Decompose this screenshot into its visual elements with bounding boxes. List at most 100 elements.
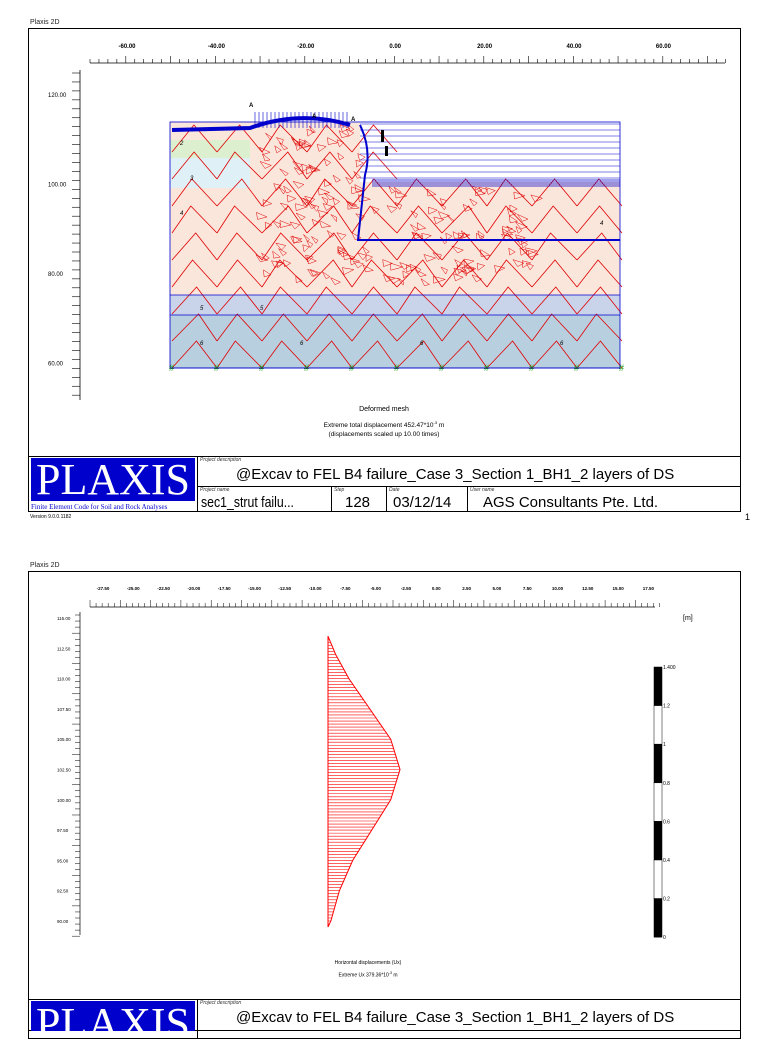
mesh-element — [324, 192, 335, 201]
caption-exponent: -3 — [388, 971, 392, 975]
fixity-icon: # — [394, 363, 399, 373]
mesh-element — [508, 215, 519, 224]
mesh-element — [409, 263, 418, 272]
legend-tick-label: 0.4 — [663, 858, 670, 864]
mesh-element — [357, 153, 366, 161]
mesh-element — [576, 286, 623, 315]
y-ruler: 120.00 100.00 80.00 60.00 — [48, 70, 81, 400]
legend-tick-label: 1 — [663, 742, 666, 748]
user-name: AGS Consultants Pte. Ltd. — [483, 494, 659, 511]
strut — [381, 130, 384, 142]
mesh-element — [276, 260, 284, 269]
cluster-label: 6 — [200, 341, 204, 347]
mesh-element — [362, 246, 370, 254]
mesh-element — [396, 178, 443, 207]
mesh-element — [396, 286, 443, 315]
mesh-element — [278, 248, 288, 256]
mesh-element — [396, 340, 443, 369]
mesh-element — [453, 267, 464, 276]
mesh-element — [345, 128, 355, 137]
mesh-element — [426, 188, 437, 197]
mesh-element — [256, 211, 268, 220]
version-label: Version 9.0.0.1182 — [30, 514, 72, 520]
mesh-element — [351, 259, 398, 288]
mesh-element — [259, 160, 272, 169]
legend-segment — [653, 859, 663, 899]
mesh-element — [486, 313, 533, 342]
mesh-element — [322, 271, 331, 280]
label: Project name — [200, 487, 230, 493]
mesh-element — [295, 203, 309, 212]
y-tick-label: 100.00 — [48, 183, 67, 189]
caption-text: Extreme total displacement 452.47*10 — [323, 422, 434, 430]
mesh-element — [337, 248, 349, 257]
legend-segment — [653, 782, 663, 822]
mesh-element — [352, 260, 365, 269]
mesh-element — [576, 178, 623, 207]
mesh-element — [508, 247, 516, 256]
mesh-element — [423, 254, 437, 262]
label: Step — [334, 487, 345, 493]
mesh-element — [216, 286, 263, 315]
mesh-element — [321, 196, 329, 205]
mesh-element — [290, 236, 303, 244]
mesh-element — [171, 124, 218, 153]
mesh-element — [349, 257, 361, 266]
mesh-element — [332, 174, 342, 183]
mesh-element — [476, 263, 486, 271]
mesh-element — [292, 235, 303, 244]
mesh-element — [396, 205, 443, 234]
mesh-element — [171, 313, 218, 342]
mesh-element — [290, 137, 299, 145]
mesh-element — [275, 137, 284, 146]
y-tick-label: 97.50 — [57, 828, 69, 833]
mesh-element — [306, 286, 353, 315]
fixity-icon: # — [619, 363, 624, 373]
mesh-element — [513, 191, 526, 200]
mesh-element — [279, 168, 289, 177]
mesh-element — [393, 186, 402, 195]
mesh-element — [216, 205, 263, 234]
horizontal-displacement-plot: -27.50 -25.00 -22.50 -20.00 -17.50 -15.00 -12.… — [57, 586, 676, 941]
mesh-element — [309, 125, 316, 134]
caption-title-2: Horizontal displacements (Ux) — [334, 960, 402, 966]
mesh-element — [171, 259, 218, 288]
mesh-element — [463, 258, 475, 267]
legend-tick-label: 0.8 — [663, 781, 670, 787]
mesh-element — [502, 228, 514, 237]
legend-tick-label: 1.400 — [663, 665, 676, 671]
mesh-element — [456, 264, 467, 273]
mesh-element — [486, 205, 533, 234]
mesh-element — [397, 277, 404, 286]
retaining-wall — [356, 124, 620, 241]
x-tick-label: -27.50 — [97, 586, 110, 591]
mesh-element — [306, 178, 353, 207]
mesh-element — [261, 286, 308, 315]
mesh-element — [441, 340, 488, 369]
y-tick-label: 105.00 — [57, 737, 71, 742]
mesh-element — [261, 205, 308, 234]
mesh-element — [261, 178, 308, 207]
mesh-element — [351, 151, 398, 180]
mesh-element — [332, 197, 341, 206]
marker-label: A — [249, 103, 254, 109]
mesh-element — [420, 277, 431, 286]
page-number: 1 — [745, 512, 751, 522]
mesh-element — [461, 266, 475, 275]
mesh-element — [362, 264, 375, 273]
mesh-element — [355, 159, 364, 168]
mesh-element — [305, 254, 314, 263]
mesh-element — [347, 123, 355, 132]
mesh-element — [414, 265, 422, 274]
mesh-element — [261, 340, 308, 369]
mesh-element — [515, 225, 523, 234]
mesh-element — [474, 188, 487, 196]
label: Date — [389, 487, 400, 493]
x-tick-label: 17.50 — [643, 586, 655, 591]
fixity-icon: # — [574, 363, 579, 373]
cluster-label: 6 — [300, 341, 304, 347]
mesh-element — [329, 277, 342, 285]
mesh-element — [310, 203, 320, 212]
fixity-icon: # — [214, 363, 219, 373]
x-tick-label: -60.00 — [118, 44, 136, 50]
